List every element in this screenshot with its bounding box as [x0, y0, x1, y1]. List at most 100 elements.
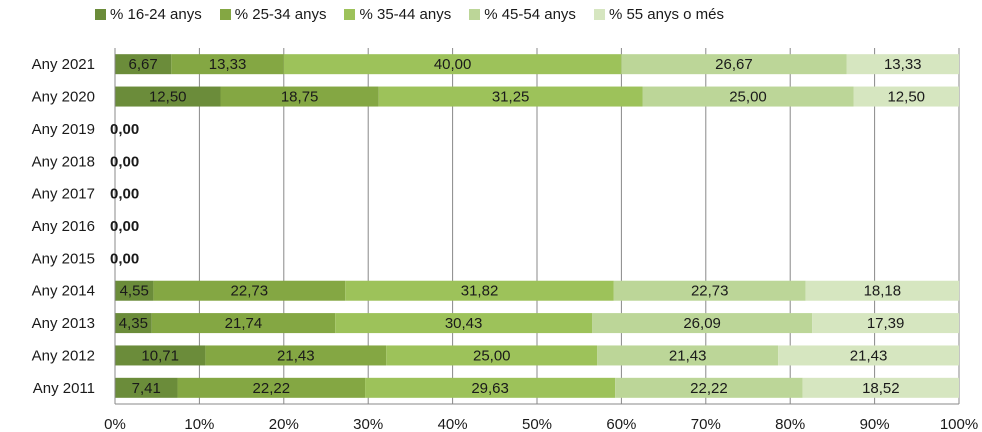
data-label: 21,74	[225, 315, 263, 332]
bar-segment	[115, 54, 172, 75]
data-label: 12,50	[887, 89, 925, 106]
bar-segment	[115, 345, 206, 366]
x-tick-label: 10%	[184, 416, 214, 432]
data-label: 25,00	[729, 89, 767, 106]
category-label: Any 2015	[32, 250, 95, 267]
data-label: 26,67	[715, 56, 753, 73]
bar-segment	[378, 86, 643, 107]
data-label: 26,09	[683, 315, 721, 332]
data-label: 22,73	[231, 283, 269, 300]
legend-item-25-34: % 25-34 anys	[219, 6, 327, 23]
bar-segment	[205, 345, 387, 366]
bar-segment	[805, 280, 960, 301]
legend-label: % 16-24 anys	[110, 6, 202, 23]
data-label: 29,63	[471, 380, 509, 397]
x-tick-label: 100%	[940, 416, 978, 432]
chart-legend: % 16-24 anys % 25-34 anys % 35-44 anys %…	[95, 6, 724, 23]
bar-segment	[151, 313, 336, 334]
bar-segment	[597, 345, 779, 366]
category-label: Any 2017	[32, 186, 95, 203]
bar-segment	[613, 280, 806, 301]
data-label: 18,18	[864, 283, 902, 300]
data-label: 13,33	[209, 56, 247, 73]
data-label: 0,00	[110, 121, 139, 138]
legend-swatch	[219, 9, 231, 20]
data-label: 7,41	[132, 380, 161, 397]
bar-segment	[115, 377, 178, 398]
bar-segment	[615, 377, 803, 398]
bar-segment	[153, 280, 346, 301]
legend-label: % 55 anys o més	[608, 6, 724, 23]
data-label: 0,00	[110, 186, 139, 203]
bar-segment	[642, 86, 854, 107]
bar-segment	[621, 54, 847, 75]
data-label: 21,43	[850, 347, 888, 364]
category-label: Any 2021	[32, 56, 95, 73]
category-label: Any 2014	[32, 283, 95, 300]
x-tick-label: 60%	[606, 416, 636, 432]
category-label: Any 2013	[32, 315, 95, 332]
bar-segment	[778, 345, 959, 366]
legend-item-16-24: % 16-24 anys	[95, 6, 202, 23]
bar-segment	[802, 377, 959, 398]
bar-segment	[220, 86, 379, 107]
legend-swatch	[95, 9, 106, 20]
data-label: 4,35	[119, 315, 148, 332]
category-label: Any 2011	[33, 380, 95, 397]
data-label: 31,82	[461, 283, 499, 300]
data-label: 6,67	[129, 56, 158, 73]
x-tick-label: 20%	[269, 416, 299, 432]
x-tick-label: 70%	[691, 416, 721, 432]
category-label: Any 2012	[32, 347, 95, 364]
bar-segment	[335, 313, 593, 334]
bar-segment	[283, 54, 622, 75]
data-label: 4,55	[120, 283, 149, 300]
data-label: 13,33	[884, 56, 922, 73]
legend-label: % 25-34 anys	[234, 6, 327, 23]
bar-segment	[386, 345, 598, 366]
bar-segment	[345, 280, 614, 301]
x-tick-label: 40%	[438, 416, 468, 432]
legend-swatch	[469, 9, 481, 20]
data-label: 25,00	[473, 347, 511, 364]
bar-segment	[812, 313, 959, 334]
bar-segment	[115, 280, 154, 301]
category-label: Any 2016	[32, 218, 95, 235]
data-label: 18,52	[862, 380, 900, 397]
x-tick-label: 30%	[353, 416, 383, 432]
data-label: 17,39	[867, 315, 905, 332]
data-label: 12,50	[149, 89, 187, 106]
bar-segment	[115, 86, 221, 107]
bar-segment	[171, 54, 284, 75]
legend-item-45-54: % 45-54 anys	[469, 6, 576, 23]
category-label: Any 2020	[32, 89, 95, 106]
legend-item-55-plus: % 55 anys o més	[593, 6, 724, 23]
data-label: 0,00	[110, 218, 139, 235]
bar-segment	[592, 313, 813, 334]
data-label: 22,73	[691, 283, 729, 300]
data-label: 30,43	[445, 315, 483, 332]
bar-segment	[115, 313, 152, 334]
data-label: 22,22	[253, 380, 291, 397]
bar-segment	[846, 54, 959, 75]
data-label: 40,00	[434, 56, 472, 73]
data-label: 10,71	[141, 347, 179, 364]
data-label: 31,25	[492, 89, 530, 106]
legend-label: % 35-44 anys	[359, 6, 452, 23]
legend-item-35-44: % 35-44 anys	[344, 6, 451, 23]
data-label: 21,43	[277, 347, 315, 364]
data-label: 22,22	[690, 380, 728, 397]
x-tick-label: 80%	[775, 416, 805, 432]
data-label: 21,43	[669, 347, 707, 364]
bar-segment	[365, 377, 616, 398]
x-tick-label: 50%	[522, 416, 552, 432]
data-label: 18,75	[281, 89, 319, 106]
x-tick-label: 90%	[860, 416, 890, 432]
data-label: 0,00	[110, 153, 139, 170]
legend-swatch	[593, 9, 605, 20]
legend-swatch	[344, 9, 356, 20]
category-label: Any 2019	[32, 121, 95, 138]
data-label: 0,00	[110, 250, 139, 267]
bar-segment	[853, 86, 959, 107]
